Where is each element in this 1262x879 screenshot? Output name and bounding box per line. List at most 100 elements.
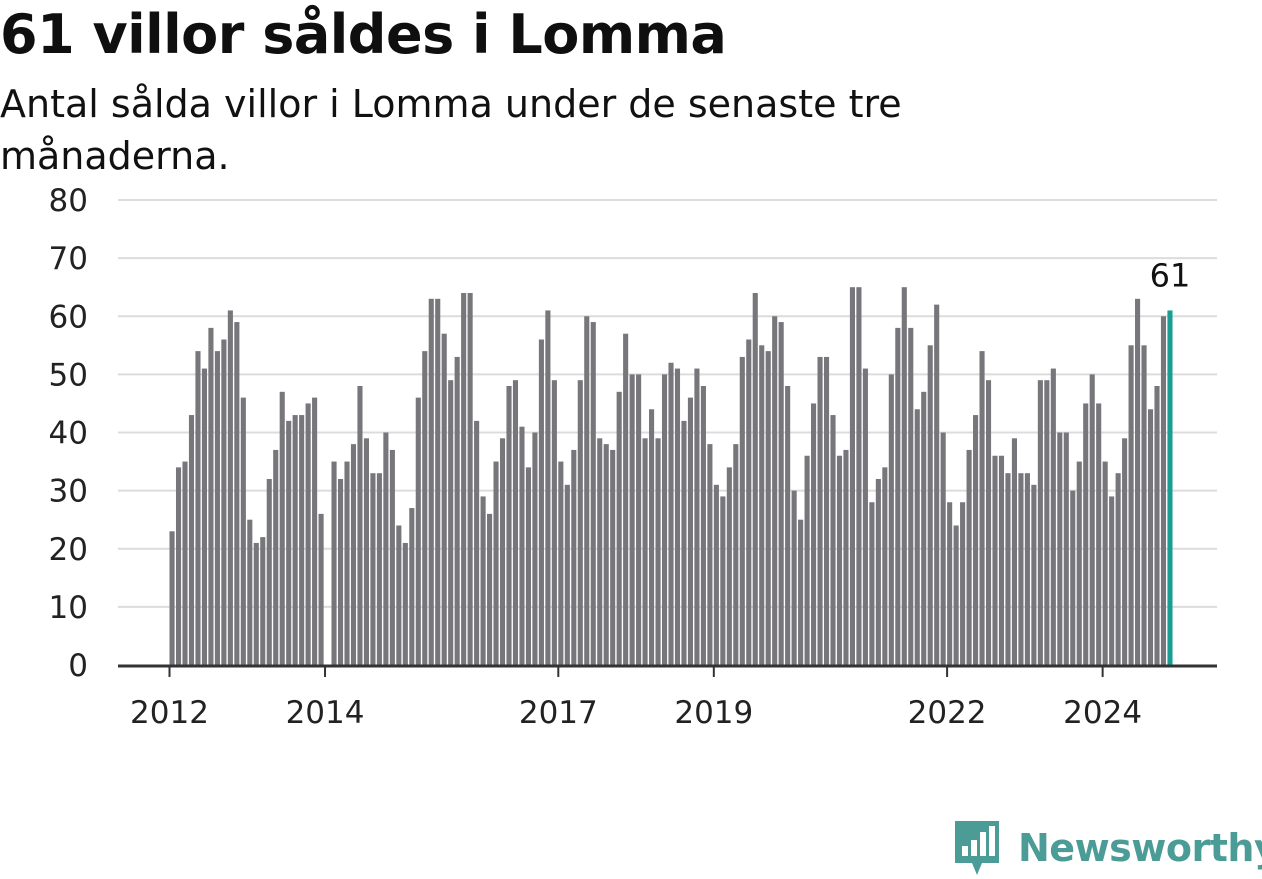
y-tick-label: 50 bbox=[49, 357, 88, 393]
logo-text: Newsworthy bbox=[1018, 826, 1262, 870]
bar bbox=[487, 513, 493, 665]
y-axis: 0 10 20 30 40 50 60 70 80 bbox=[49, 183, 88, 684]
y-tick-label: 30 bbox=[49, 474, 88, 510]
bar bbox=[350, 444, 357, 665]
bar bbox=[208, 327, 214, 665]
bar bbox=[376, 473, 382, 665]
bar bbox=[266, 479, 272, 665]
bar bbox=[921, 391, 927, 665]
bar bbox=[279, 391, 285, 665]
bar bbox=[247, 519, 253, 665]
bar-highlight bbox=[1167, 310, 1173, 665]
bar bbox=[1050, 368, 1056, 665]
bar bbox=[182, 461, 188, 665]
bar bbox=[778, 322, 784, 665]
bar bbox=[260, 537, 266, 665]
bar bbox=[201, 368, 207, 665]
bar bbox=[305, 403, 311, 665]
bar bbox=[739, 356, 745, 665]
bar bbox=[590, 322, 596, 665]
bar bbox=[422, 351, 428, 665]
bar bbox=[804, 455, 810, 665]
bar bbox=[661, 374, 668, 665]
bar bbox=[836, 455, 843, 665]
bar bbox=[811, 403, 817, 665]
y-tick-label: 0 bbox=[68, 648, 88, 684]
bar bbox=[687, 397, 693, 665]
y-tick-label: 80 bbox=[49, 183, 88, 219]
bar bbox=[331, 461, 337, 665]
bar bbox=[856, 287, 862, 665]
newsworthy-logo: Newsworthy bbox=[952, 818, 1262, 878]
bar bbox=[940, 432, 946, 665]
bar bbox=[895, 327, 901, 665]
bar bbox=[1147, 409, 1154, 665]
bar bbox=[558, 461, 564, 665]
bar bbox=[337, 479, 344, 665]
bar bbox=[571, 449, 577, 665]
bar bbox=[733, 444, 739, 665]
bar bbox=[448, 380, 454, 665]
bar bbox=[409, 508, 415, 665]
bar bbox=[720, 496, 726, 665]
bar bbox=[1037, 380, 1043, 665]
bar bbox=[636, 374, 642, 665]
bar bbox=[253, 542, 259, 665]
bar bbox=[428, 298, 434, 665]
bar bbox=[1096, 403, 1102, 665]
bar bbox=[415, 397, 421, 665]
bar bbox=[908, 327, 914, 665]
bar bbox=[188, 415, 195, 665]
bar bbox=[1089, 374, 1095, 665]
bar bbox=[454, 356, 460, 665]
bar bbox=[299, 415, 305, 665]
bar bbox=[461, 293, 467, 665]
bar bbox=[843, 449, 849, 665]
bar bbox=[610, 449, 616, 665]
x-axis: 2012 2014 2017 2019 2022 2024 bbox=[118, 664, 1217, 731]
bar bbox=[992, 455, 998, 665]
bar bbox=[577, 380, 583, 665]
bar bbox=[798, 519, 804, 665]
bar bbox=[1160, 316, 1167, 665]
bar bbox=[1128, 345, 1134, 665]
x-tick-label: 2012 bbox=[130, 695, 209, 731]
x-tick-label: 2019 bbox=[674, 695, 753, 731]
bar bbox=[726, 467, 732, 665]
bar bbox=[512, 380, 519, 665]
highlight-value-label: 61 bbox=[1150, 256, 1191, 294]
bar bbox=[953, 525, 959, 665]
bar bbox=[973, 415, 979, 665]
bar bbox=[344, 461, 350, 665]
bar bbox=[493, 461, 499, 665]
bar bbox=[564, 484, 570, 665]
bar bbox=[169, 531, 175, 665]
bar bbox=[713, 484, 719, 665]
bar bbox=[674, 368, 681, 665]
bar bbox=[1122, 438, 1128, 665]
bar bbox=[752, 293, 758, 665]
bar bbox=[791, 490, 797, 665]
bar bbox=[480, 496, 486, 665]
bar bbox=[441, 333, 447, 665]
bar bbox=[1005, 473, 1011, 665]
bar bbox=[538, 339, 544, 665]
chart-title: 61 villor såldes i Lomma bbox=[0, 3, 727, 66]
chart-subtitle: Antal sålda villor i Lomma under de sena… bbox=[0, 82, 902, 178]
bar bbox=[668, 362, 674, 665]
bar bbox=[214, 351, 220, 665]
bar bbox=[1076, 461, 1082, 665]
bar bbox=[292, 415, 298, 665]
bar bbox=[363, 438, 369, 665]
bar bbox=[979, 351, 985, 665]
bar bbox=[383, 432, 389, 665]
bar bbox=[629, 374, 635, 665]
bar bbox=[694, 368, 700, 665]
bar bbox=[985, 380, 992, 665]
bar bbox=[642, 438, 648, 665]
bar bbox=[746, 339, 752, 665]
bar bbox=[914, 409, 920, 665]
bar bbox=[532, 432, 538, 665]
bar bbox=[1044, 380, 1050, 665]
y-tick-label: 60 bbox=[49, 299, 88, 335]
